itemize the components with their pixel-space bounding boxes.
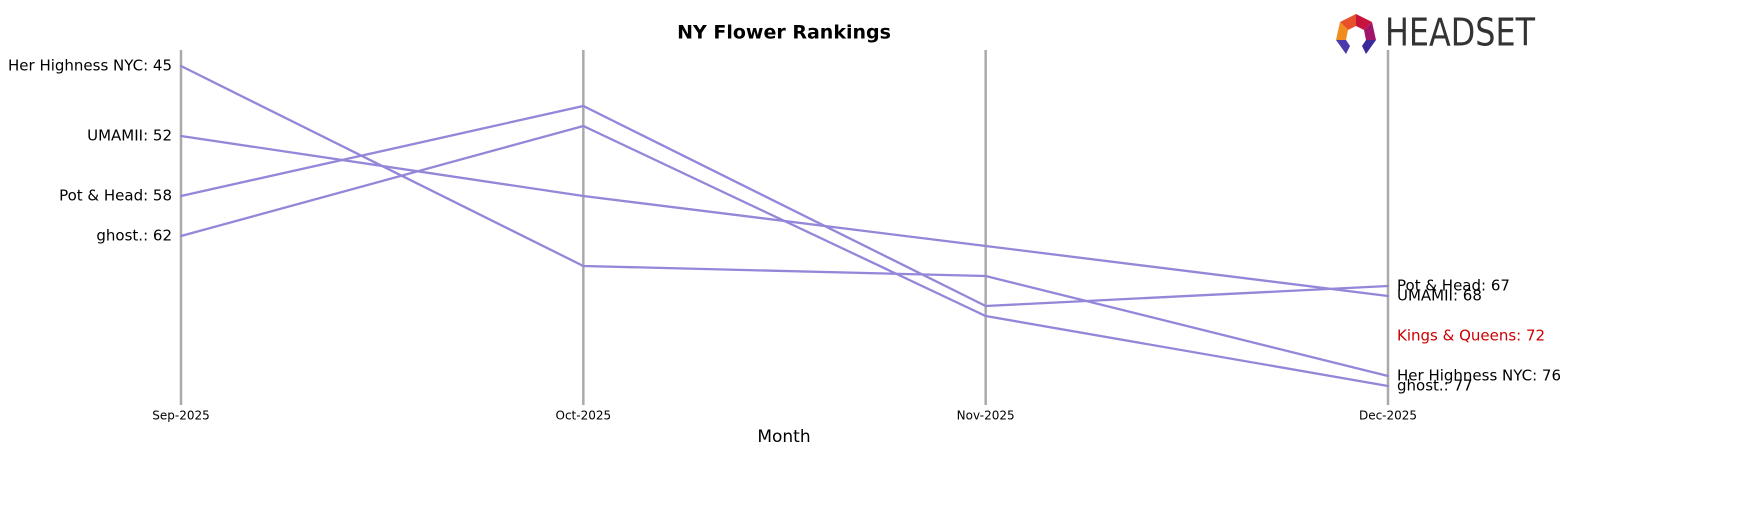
start-label: Pot & Head: 58: [59, 187, 172, 205]
chart-title: NY Flower Rankings: [677, 22, 891, 44]
start-label: UMAMII: 52: [87, 127, 172, 145]
x-tick-label: Sep-2025: [152, 409, 210, 423]
end-label: Her Highness NYC: 76: [1397, 367, 1561, 385]
end-label: ghost.: 77: [1397, 377, 1473, 395]
logo-text: HEADSET: [1385, 11, 1536, 55]
series-line: [179, 124, 1390, 388]
logo-icon: [1336, 14, 1376, 54]
x-tick-label: Nov-2025: [957, 409, 1015, 423]
end-label: UMAMII: 68: [1397, 287, 1482, 305]
x-tick-label: Oct-2025: [556, 409, 612, 423]
end-label: Kings & Queens: 72: [1397, 327, 1545, 345]
x-tick-label: Dec-2025: [1359, 409, 1417, 423]
x-axis-title: Month: [757, 427, 810, 447]
end-label: Pot & Head: 67: [1397, 277, 1510, 295]
start-label: ghost.: 62: [96, 227, 172, 245]
series-line: [179, 104, 1390, 308]
start-label: Her Highness NYC: 45: [8, 57, 172, 75]
